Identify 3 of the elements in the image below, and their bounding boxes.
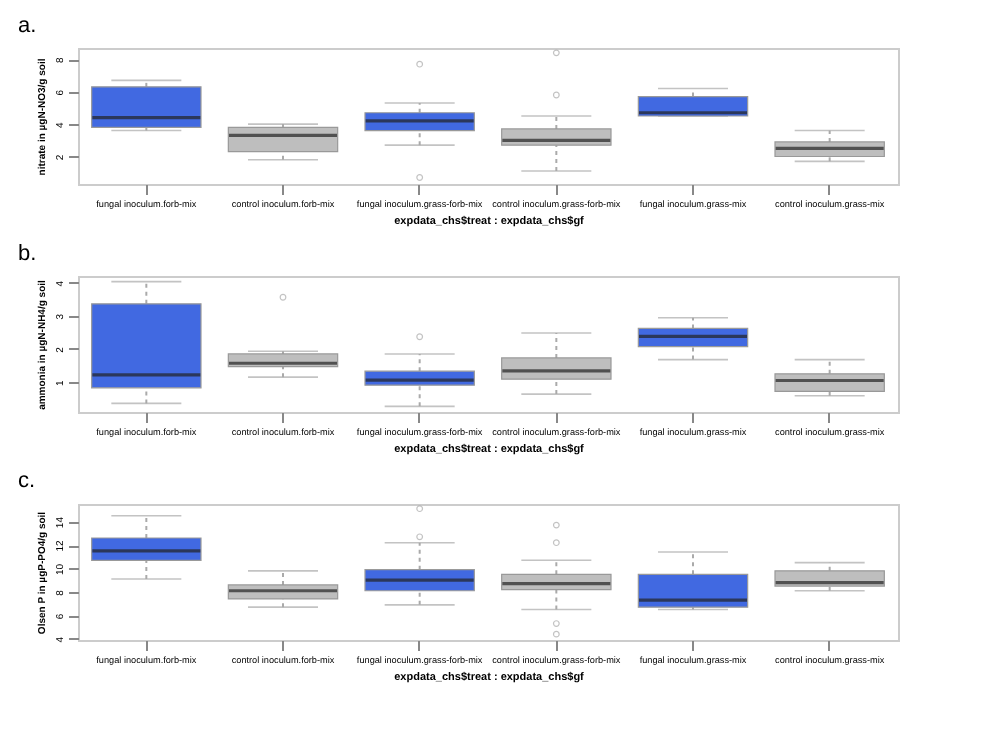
chart-title: b. bbox=[18, 242, 37, 266]
chart-title: a. bbox=[18, 13, 37, 38]
chart-title: c. bbox=[18, 469, 36, 494]
